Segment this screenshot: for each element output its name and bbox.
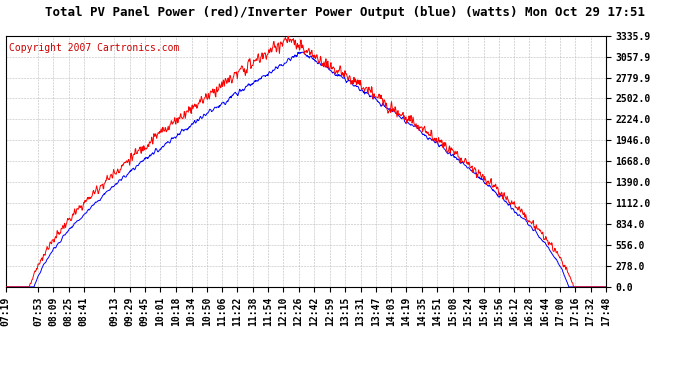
Text: Total PV Panel Power (red)/Inverter Power Output (blue) (watts) Mon Oct 29 17:51: Total PV Panel Power (red)/Inverter Powe… <box>45 6 645 19</box>
Text: Copyright 2007 Cartronics.com: Copyright 2007 Cartronics.com <box>8 43 179 53</box>
